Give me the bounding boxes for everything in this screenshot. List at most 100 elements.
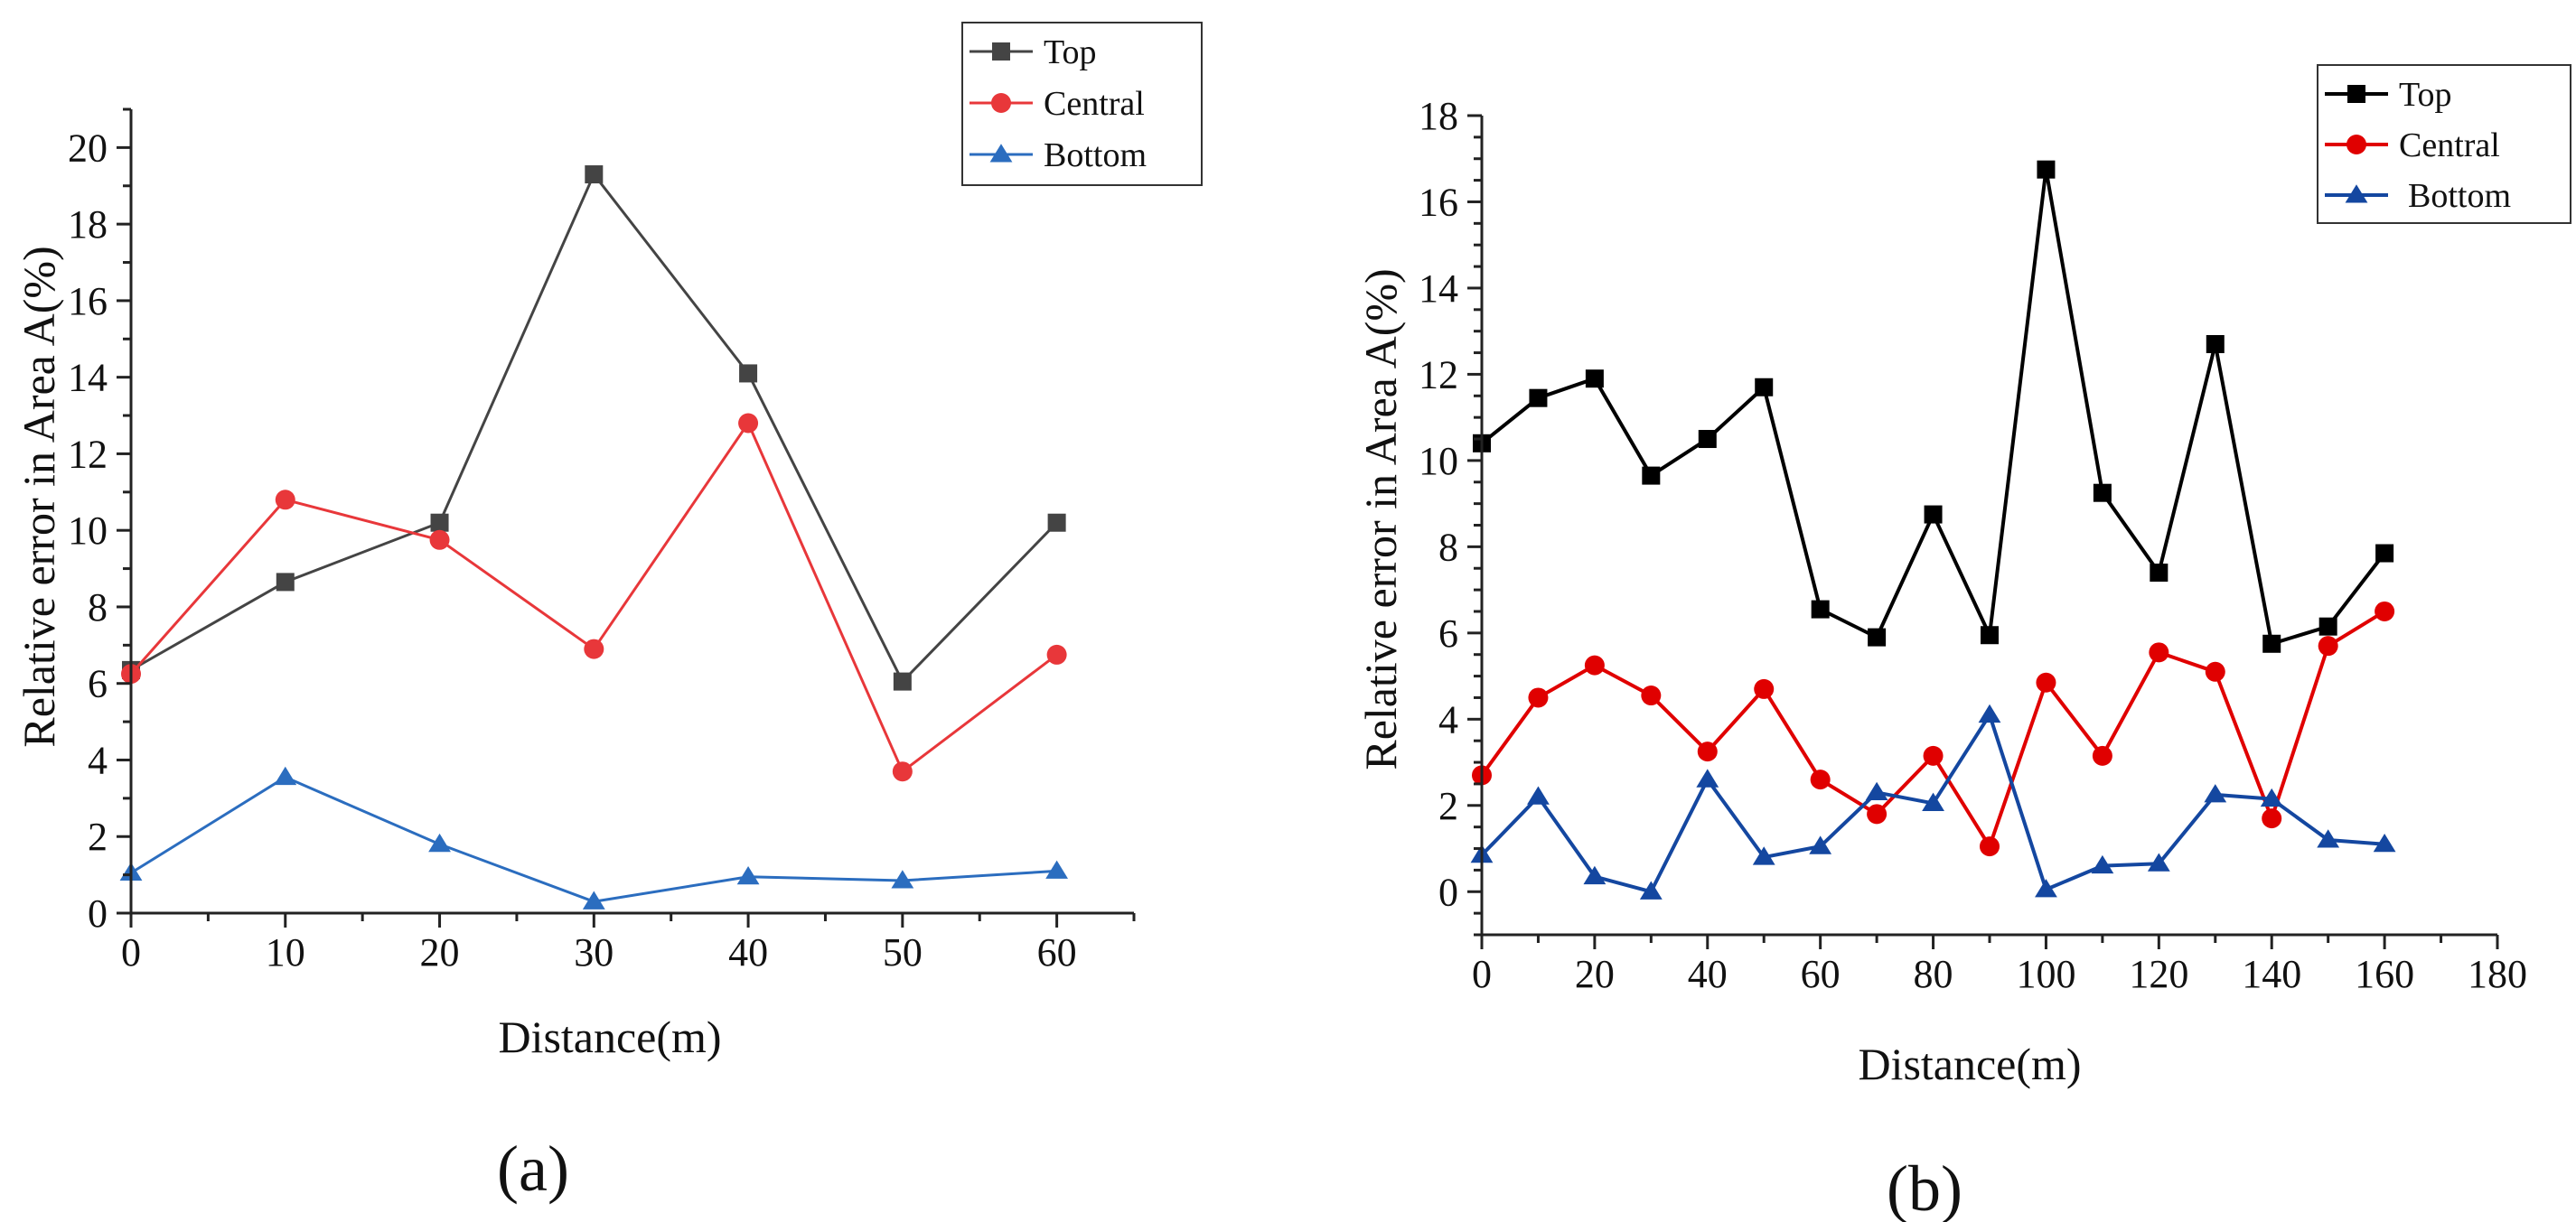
panel-a-point-bottom bbox=[1045, 860, 1069, 879]
panel-a-label: (a) bbox=[497, 1133, 569, 1205]
panel-b-point-top bbox=[1755, 378, 1774, 396]
panel-b-y-tick-label: 10 bbox=[1419, 439, 1458, 483]
panel-a-point-bottom bbox=[736, 865, 760, 885]
panel-a-series-line-top bbox=[130, 173, 1058, 684]
panel-a-point-top bbox=[893, 672, 912, 691]
panel-a-x-tick-label: 0 bbox=[121, 930, 141, 975]
panel-b-point-top bbox=[1529, 388, 1548, 407]
panel-a-y-tick-label: 0 bbox=[88, 891, 108, 936]
panel-a-point-top bbox=[585, 165, 604, 184]
panel-b-point-central bbox=[2318, 636, 2338, 657]
panel-b-x-tick-label: 20 bbox=[1575, 952, 1615, 996]
panel-b-legend-label-top: Top bbox=[2399, 76, 2452, 114]
panel-b-point-bottom bbox=[2373, 833, 2396, 853]
panel-a-x-tick-label: 20 bbox=[420, 930, 460, 975]
panel-b-point-top bbox=[2093, 483, 2112, 502]
panel-a-y-tick-label: 4 bbox=[88, 738, 108, 782]
panel-b-series-line-top bbox=[1480, 167, 2386, 646]
panel-b-label: (b) bbox=[1887, 1152, 1962, 1222]
panel-a-point-bottom bbox=[274, 766, 297, 786]
panel-a-y-tick-label: 8 bbox=[88, 585, 108, 630]
panel-b-point-bottom bbox=[2204, 784, 2227, 803]
panel-b-legend-marker-central bbox=[2347, 135, 2366, 154]
panel-a-y-tick-label: 12 bbox=[68, 432, 108, 476]
chart-panel-a: 0 10 20 30 40 50 60 0 2 4 6 8 10 12 14 16 18 20 Distance(… bbox=[14, 22, 1203, 1205]
panel-b-point-bottom bbox=[2260, 788, 2283, 807]
panel-b-legend-label-central: Central bbox=[2399, 126, 2500, 164]
panel-b-point-bottom bbox=[1527, 786, 1550, 805]
panel-b-point-top bbox=[2206, 335, 2225, 354]
panel-b-point-top bbox=[1698, 430, 1717, 449]
panel-b-y-tick-label: 8 bbox=[1438, 525, 1458, 569]
panel-a-legend-label-central: Central bbox=[1044, 85, 1145, 123]
panel-a-point-bottom bbox=[428, 833, 451, 853]
panel-a-point-central bbox=[1046, 644, 1067, 665]
panel-b-point-central bbox=[1810, 770, 1831, 790]
panel-a-y-tick-label: 10 bbox=[68, 508, 108, 553]
panel-b-point-central bbox=[1528, 687, 1549, 708]
panel-b-point-top bbox=[1642, 466, 1661, 485]
panel-b-legend-label-bottom: Bottom bbox=[2408, 177, 2511, 215]
panel-b-point-central bbox=[2036, 672, 2056, 693]
panel-a-x-tick-label: 30 bbox=[574, 930, 614, 975]
panel-b-x-tick-label: 140 bbox=[2242, 952, 2301, 996]
panel-b-point-top bbox=[2150, 564, 2169, 583]
panel-b-point-bottom bbox=[1639, 881, 1663, 900]
panel-b-point-bottom bbox=[1696, 769, 1719, 788]
panel-a-series-line-central bbox=[129, 422, 1058, 773]
panel-a-point-central bbox=[584, 639, 604, 659]
panel-a-x-tick-label: 50 bbox=[883, 930, 923, 975]
panel-b-legend-marker-top bbox=[2347, 85, 2365, 103]
panel-a-x-axis-title: Distance(m) bbox=[498, 1012, 721, 1062]
panel-b-point-top bbox=[1981, 626, 1999, 645]
panel-a-legend-label-bottom: Bottom bbox=[1044, 136, 1147, 174]
panel-a-point-central bbox=[892, 761, 913, 782]
panel-b-x-tick-label: 0 bbox=[1472, 952, 1492, 996]
panel-a-marks bbox=[119, 165, 1069, 910]
panel-b-y-tick-label: 2 bbox=[1438, 784, 1458, 828]
panel-a-x-tick-label: 60 bbox=[1037, 930, 1077, 975]
panel-a-point-bottom bbox=[582, 891, 605, 910]
panel-b-point-top bbox=[1868, 628, 1887, 647]
panel-a-point-bottom bbox=[891, 870, 914, 889]
panel-b-y-tick-label: 12 bbox=[1419, 352, 1458, 396]
panel-b-y-tick-label: 14 bbox=[1419, 266, 1458, 311]
panel-b-point-top bbox=[2318, 617, 2337, 636]
panel-b-point-top bbox=[1585, 369, 1604, 388]
panel-b-point-top bbox=[2262, 634, 2281, 653]
panel-b-legend-marker-bottom bbox=[2345, 184, 2368, 203]
panel-b-point-bottom bbox=[2035, 879, 2057, 898]
panel-b-point-bottom bbox=[1922, 792, 1944, 811]
panel-b-y-tick-label: 6 bbox=[1438, 611, 1458, 656]
panel-b-point-central bbox=[1697, 742, 1718, 762]
panel-b-x-tick-label: 60 bbox=[1801, 952, 1841, 996]
panel-b-y-tick-label: 0 bbox=[1438, 870, 1458, 914]
panel-b-x-tick-label: 160 bbox=[2355, 952, 2414, 996]
panel-a-legend: Top Central Bottom bbox=[961, 22, 1203, 186]
panel-b-point-bottom bbox=[2091, 854, 2114, 874]
panel-a-point-central bbox=[275, 490, 295, 510]
panel-a-legend-label-top: Top bbox=[1044, 33, 1097, 71]
panel-b-legend: Top Central Bottom bbox=[2317, 64, 2571, 224]
panel-a-point-top bbox=[1047, 513, 1066, 532]
panel-a-legend-marker-central bbox=[991, 93, 1011, 113]
panel-b-y-tick-label: 18 bbox=[1419, 94, 1458, 138]
panel-a-point-top bbox=[739, 364, 758, 383]
panel-a-legend-marker-top bbox=[992, 42, 1010, 61]
panel-b-y-axis-title: Relative error in Area A(%) bbox=[1355, 268, 1406, 770]
panel-b-point-central bbox=[2375, 601, 2395, 621]
panel-b-x-tick-label: 180 bbox=[2468, 952, 2527, 996]
panel-a-point-central bbox=[738, 413, 759, 434]
panel-b-point-central bbox=[2262, 808, 2282, 829]
panel-b-x-tick-label: 80 bbox=[1914, 952, 1953, 996]
panel-b-point-bottom bbox=[2147, 853, 2170, 872]
panel-b-point-bottom bbox=[1809, 835, 1832, 854]
panel-a-series-line-bottom bbox=[130, 776, 1057, 903]
panel-b-y-tick-label: 16 bbox=[1419, 180, 1458, 224]
panel-b-point-central bbox=[1867, 804, 1888, 825]
panel-a-x-tick-label: 40 bbox=[728, 930, 768, 975]
panel-b-point-central bbox=[1923, 745, 1944, 766]
panel-b-axes: 0 20 40 60 80 100 120 140 160 180 0 2 4 6 8 10 12 14 16 18 bbox=[1419, 94, 2527, 996]
panel-a-point-top bbox=[276, 573, 295, 592]
panel-b-point-central bbox=[2149, 642, 2169, 663]
